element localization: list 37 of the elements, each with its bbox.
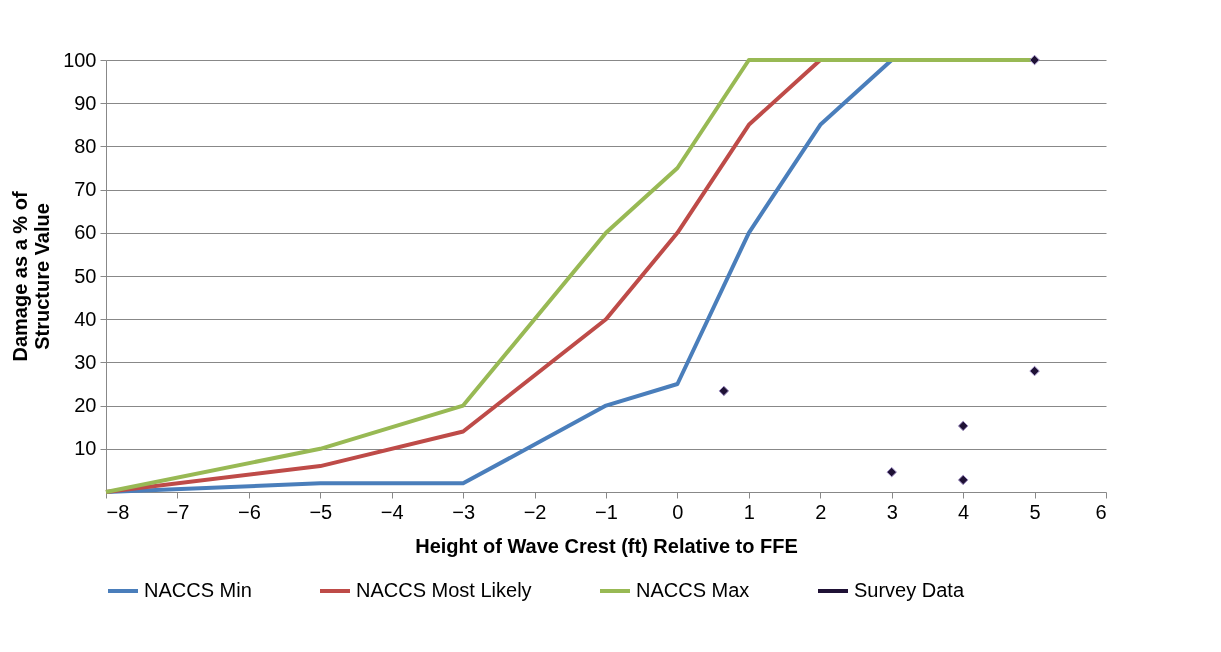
y-tick-label: 100 [63,48,97,71]
point [718,385,730,397]
x-tick-label: 6 [1095,500,1107,523]
x-tick-label: 0 [672,500,684,523]
x-tick-label: −5 [309,500,333,523]
y-tick-label: 10 [74,437,97,460]
y-axis-title: Damage as a % of Structure Value [9,191,54,362]
x-tick-label: −4 [380,500,404,523]
x-tick-label: 2 [815,500,827,523]
x-tick-label: −6 [237,500,261,523]
x-tick-label: −8 [106,500,130,523]
x-tick-label: −7 [166,500,190,523]
legend-label: NACCS Min [144,579,252,601]
x-tick-label: −1 [595,500,618,523]
legend-label: NACCS Max [636,579,750,601]
y-tick-label: 70 [74,178,97,201]
point [957,474,969,486]
x-tick-label: −2 [523,500,547,523]
point [886,466,897,478]
x-tick-label: 5 [1029,500,1041,523]
y-tick-label: 30 [74,350,97,373]
legend-label: Survey Data [854,579,965,601]
x-axis-title: Height of Wave Crest (ft) Relative to FFE [415,534,798,557]
legend-label: NACCS Most Likely [356,579,532,601]
y-tick-label: 60 [74,221,97,244]
x-tick-label: 3 [886,500,898,523]
x-tick-label: −3 [452,500,476,523]
x-tick-label: 1 [743,500,755,523]
point [957,420,969,432]
y-tick-label: 50 [74,264,97,287]
y-tick-label: 80 [74,134,97,157]
y-tick-label: 40 [74,307,97,330]
point [1029,365,1040,377]
point [1029,54,1040,66]
y-tick-label: 90 [74,91,97,114]
x-tick-label: 4 [958,500,970,523]
y-tick-label: 20 [74,394,97,417]
